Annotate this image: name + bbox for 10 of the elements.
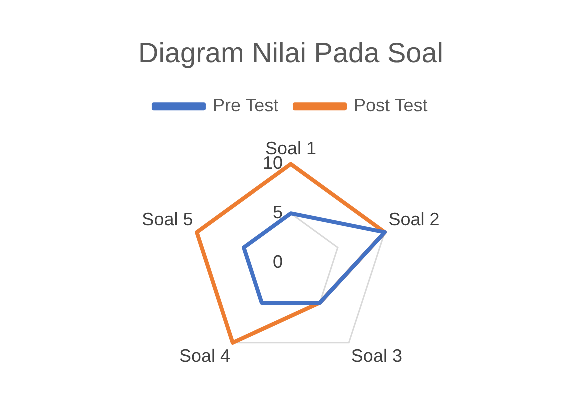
spoke-label: Soal 4 xyxy=(180,346,231,366)
y-tick-label: 10 xyxy=(262,153,283,174)
legend-label: Post Test xyxy=(354,96,428,116)
legend-label: Pre Test xyxy=(212,96,279,116)
spoke-label: Soal 5 xyxy=(142,209,194,230)
spoke-label: Soal 3 xyxy=(351,346,402,366)
y-tick-label: 0 xyxy=(272,252,283,272)
chart-title: Diagram Nilai Pada Soal xyxy=(138,38,444,69)
spoke-label: Soal 2 xyxy=(388,209,440,230)
y-tick-label: 5 xyxy=(272,202,283,223)
